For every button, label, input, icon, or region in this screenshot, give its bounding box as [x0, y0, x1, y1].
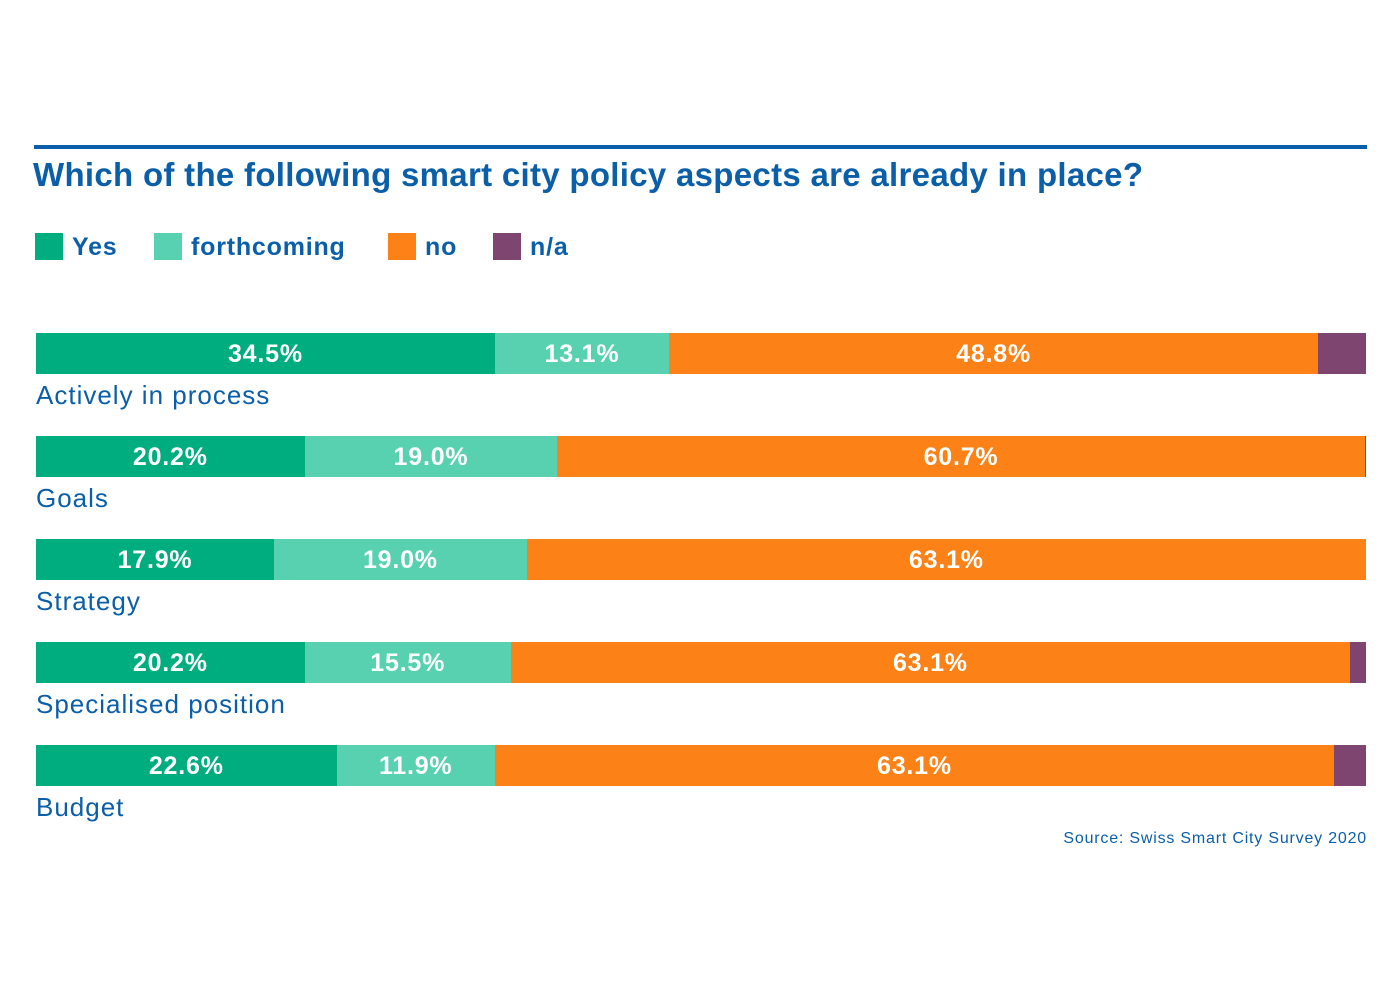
data-label-forthcoming-actively-in-process: 13.1% — [544, 340, 620, 368]
bar-segment-no-actively-in-process — [669, 333, 1319, 374]
category-label-strategy: Strategy — [36, 586, 141, 616]
bar-segment-forthcoming-specialised-position — [304, 642, 511, 683]
data-label-yes-actively-in-process: 34.5% — [227, 340, 303, 368]
legend-swatch-na — [493, 233, 521, 260]
bar-segment-yes-actively-in-process — [36, 333, 495, 374]
data-label-yes-specialised-position: 20.2% — [132, 649, 208, 677]
category-label-goals: Goals — [36, 483, 109, 513]
chart-title: Which of the following smart city policy… — [33, 156, 1144, 193]
bar-segment-yes-specialised-position — [36, 642, 305, 683]
bar-segment-no-goals — [557, 436, 1365, 477]
bar-segment-n-a-specialised-position — [1350, 642, 1366, 683]
data-label-forthcoming-strategy: 19.0% — [362, 546, 438, 574]
data-label-forthcoming-specialised-position: 15.5% — [370, 649, 446, 677]
category-label-actively-in-process: Actively in process — [36, 380, 271, 410]
legend-label-no: no — [425, 233, 458, 261]
data-label-no-specialised-position: 63.1% — [892, 649, 968, 677]
category-label-budget: Budget — [36, 792, 125, 822]
bar-segment-forthcoming-budget — [336, 745, 495, 786]
legend-label-yes: Yes — [72, 233, 118, 261]
bar-segment-n-a-budget — [1334, 745, 1366, 786]
bar-segment-n-a-goals — [1364, 436, 1366, 477]
data-label-no-strategy: 63.1% — [908, 546, 984, 574]
source-note: Source: Swiss Smart City Survey 2020 — [1063, 830, 1367, 847]
category-label-specialised-position: Specialised position — [36, 689, 286, 719]
data-label-no-goals: 60.7% — [923, 443, 999, 471]
bar-segment-forthcoming-actively-in-process — [494, 333, 670, 374]
bar-segment-yes-goals — [36, 436, 305, 477]
bar-segment-forthcoming-strategy — [274, 539, 527, 580]
bar-segment-n-a-actively-in-process — [1318, 333, 1366, 374]
title-rule — [34, 145, 1367, 149]
data-label-yes-goals: 20.2% — [132, 443, 208, 471]
data-label-forthcoming-goals: 19.0% — [393, 443, 469, 471]
bar-segment-no-strategy — [526, 539, 1366, 580]
legend-label-na: n/a — [530, 233, 569, 261]
bar-segment-yes-budget — [36, 745, 337, 786]
data-label-yes-budget: 22.6% — [148, 752, 224, 780]
bar-segment-no-specialised-position — [510, 642, 1351, 683]
bar-segment-yes-strategy — [36, 539, 275, 580]
legend-swatch-forthcoming — [154, 233, 182, 260]
data-label-no-budget: 63.1% — [877, 752, 952, 780]
legend-label-forthcoming: forthcoming — [191, 233, 346, 261]
data-label-yes-strategy: 17.9% — [117, 546, 193, 574]
bar-segment-forthcoming-goals — [304, 436, 558, 477]
data-label-no-actively-in-process: 48.8% — [956, 340, 1032, 368]
bar-segment-no-budget — [494, 745, 1335, 786]
legend-swatch-yes — [35, 233, 63, 260]
legend-swatch-no — [388, 233, 416, 260]
data-label-forthcoming-budget: 11.9% — [378, 752, 453, 780]
